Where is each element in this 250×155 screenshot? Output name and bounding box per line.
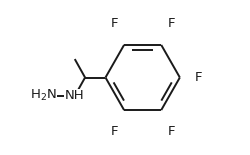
Text: F: F xyxy=(110,17,118,30)
Text: F: F xyxy=(168,17,175,30)
Text: H$_2$N: H$_2$N xyxy=(30,88,57,104)
Text: F: F xyxy=(168,125,175,138)
Text: F: F xyxy=(110,125,118,138)
Text: F: F xyxy=(195,71,203,84)
Text: NH: NH xyxy=(65,89,84,102)
